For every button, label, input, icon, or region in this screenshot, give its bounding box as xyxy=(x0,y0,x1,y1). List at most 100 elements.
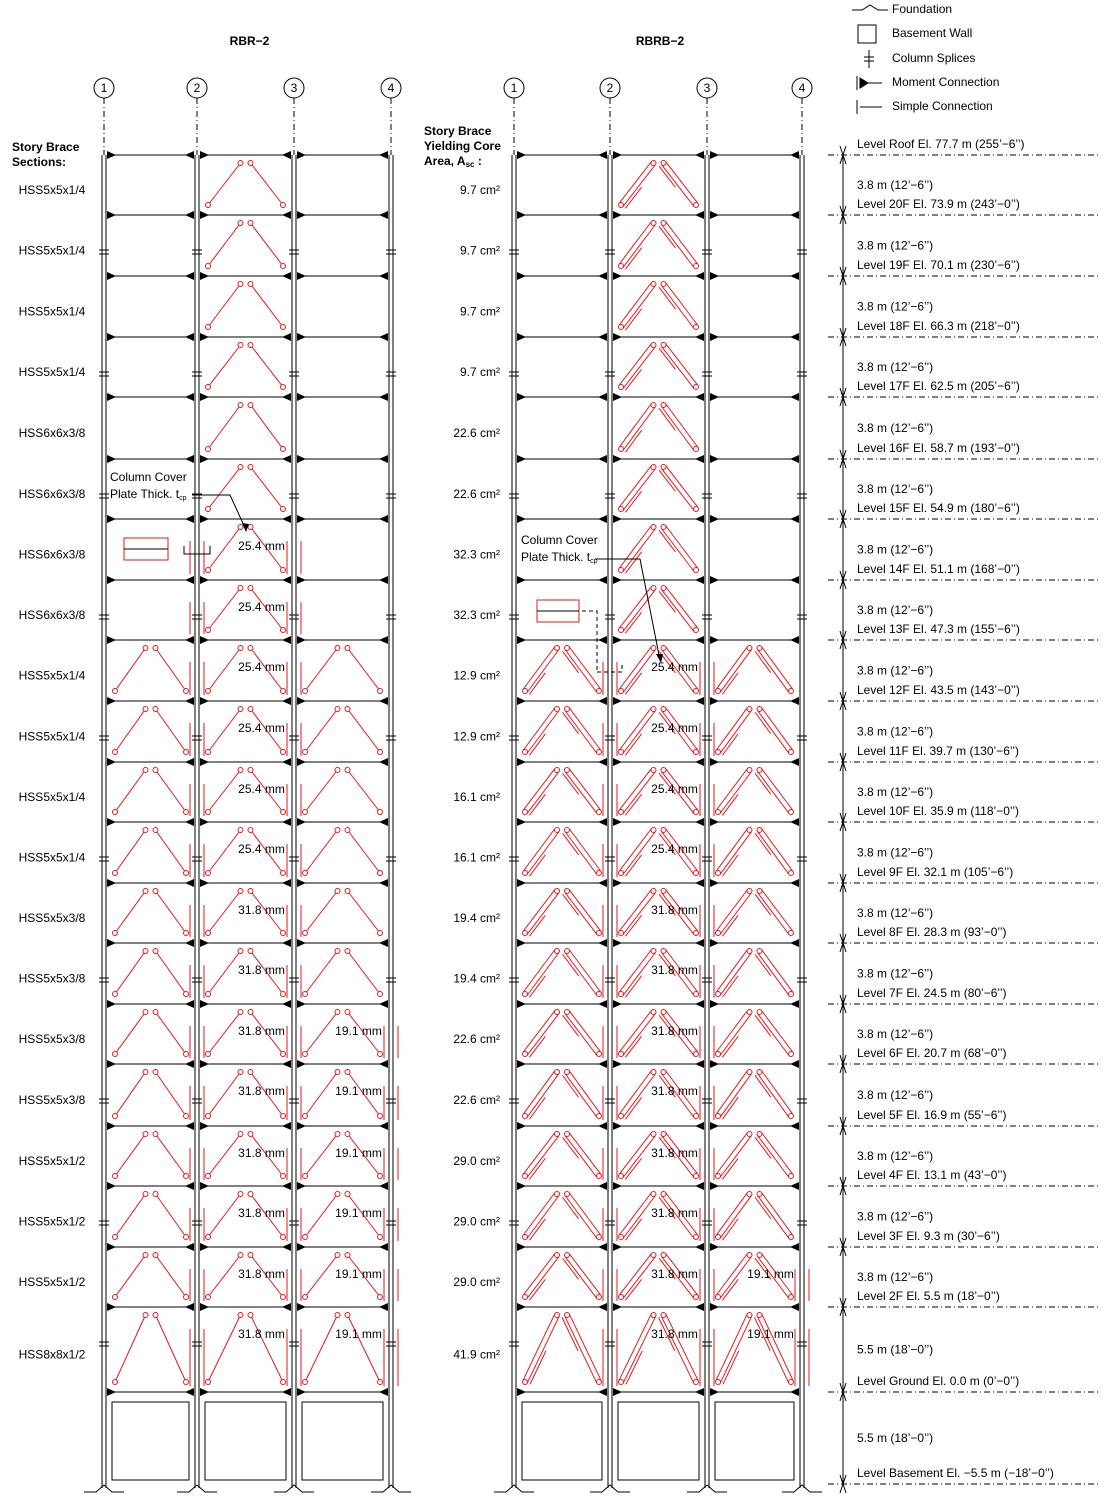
line xyxy=(659,470,675,491)
brace-pin xyxy=(206,264,211,269)
brace-pin xyxy=(661,465,666,470)
line xyxy=(527,1257,559,1299)
brace-pin xyxy=(206,1235,211,1240)
plate-label: 19.1 mm xyxy=(747,1327,794,1341)
line xyxy=(156,770,187,812)
brace-pin xyxy=(694,931,699,936)
brace-pin xyxy=(335,1132,340,1137)
level-label: Level 16F El. 58.7 m (193’−0’’) xyxy=(857,441,1020,455)
callout-text: Column Cover xyxy=(521,533,598,547)
line xyxy=(755,651,771,673)
level-label: Level 8F El. 28.3 m (93’−0’’) xyxy=(857,925,1007,939)
line xyxy=(565,772,597,814)
frame-title: RBR−2 xyxy=(230,34,270,48)
plate-label: 19.1 mm xyxy=(335,1327,382,1341)
story-label: HSS5x5x1/4 xyxy=(19,244,86,258)
brace-pin xyxy=(694,1380,699,1385)
line xyxy=(662,225,695,268)
brace-pin xyxy=(757,949,762,954)
line xyxy=(757,1073,789,1117)
line xyxy=(565,1136,597,1178)
brace-pin xyxy=(184,931,189,936)
header-text: Sections: xyxy=(12,155,66,169)
foundation xyxy=(177,1485,217,1492)
brace-pin xyxy=(789,750,794,755)
plate-label: 25.4 mm xyxy=(238,660,285,674)
brace-pin xyxy=(153,1010,158,1015)
brace-pin xyxy=(248,221,253,226)
brace-pin xyxy=(747,1253,752,1258)
brace-pin xyxy=(281,385,286,390)
brace-pin xyxy=(153,1192,158,1197)
line xyxy=(115,951,146,994)
line xyxy=(716,1011,748,1053)
brace-pin xyxy=(248,1070,253,1075)
brace-pin xyxy=(716,1052,721,1057)
line xyxy=(529,673,545,695)
line xyxy=(755,1137,771,1158)
brace-pin xyxy=(206,992,211,997)
line xyxy=(659,348,675,369)
line xyxy=(623,347,656,389)
level-label: Level 9F El. 32.1 m (105’−6’’) xyxy=(857,865,1013,879)
brace-pin xyxy=(757,1132,762,1137)
brace-pin xyxy=(789,992,794,997)
brace-pin xyxy=(661,586,666,591)
line xyxy=(755,1075,771,1097)
line xyxy=(762,890,794,932)
story-height: 3.8 m (12’−6’’) xyxy=(857,785,933,799)
plate-label: 25.4 mm xyxy=(238,539,285,553)
brace-pin xyxy=(694,507,699,512)
brace-pin xyxy=(597,1380,602,1385)
line xyxy=(762,1314,794,1381)
line xyxy=(716,1133,748,1175)
brace-pin xyxy=(248,161,253,166)
brace-pin xyxy=(694,871,699,876)
line xyxy=(565,1257,597,1299)
legend-label: Column Splices xyxy=(892,51,975,65)
level-label: Level 18F El. 66.3 m (218’−0’’) xyxy=(857,319,1020,333)
brace-pin xyxy=(153,768,158,773)
story-label: HSS6x6x3/8 xyxy=(19,548,86,562)
story-label: HSS5x5x3/8 xyxy=(19,1093,86,1107)
line xyxy=(305,770,338,812)
basement-wall xyxy=(618,1402,699,1480)
brace-pin xyxy=(619,750,624,755)
line xyxy=(625,915,641,936)
brace-pin xyxy=(597,810,602,815)
brace-pin xyxy=(153,707,158,712)
brace-pin xyxy=(619,1114,624,1119)
line xyxy=(348,830,381,873)
brace-pin xyxy=(789,1052,794,1057)
brace-pin xyxy=(661,1313,666,1318)
legend-label: Foundation xyxy=(892,2,952,16)
brace-pin xyxy=(281,992,286,997)
line xyxy=(757,952,789,995)
story-height: 3.8 m (12’−6’’) xyxy=(857,178,933,192)
brace-pin xyxy=(619,1174,624,1179)
line xyxy=(662,347,695,389)
brace-pin xyxy=(113,1174,118,1179)
story-label: HSS5x5x1/4 xyxy=(19,851,86,865)
line xyxy=(527,831,559,874)
line xyxy=(757,710,789,753)
line xyxy=(115,770,146,812)
header-text: Area, Asc : xyxy=(424,154,482,169)
line xyxy=(565,831,597,874)
line xyxy=(625,248,641,270)
line xyxy=(348,951,381,994)
level-label: Level Basement El. −5.5 m (−18’−0’’) xyxy=(857,1466,1054,1480)
brace-pin xyxy=(248,465,253,470)
brace-pin xyxy=(523,1380,528,1385)
line xyxy=(762,1011,794,1053)
story-label: HSS5x5x1/4 xyxy=(19,305,86,319)
line xyxy=(619,221,652,264)
line xyxy=(527,1136,559,1178)
brace-pin xyxy=(789,689,794,694)
line xyxy=(659,287,675,309)
line xyxy=(529,1036,545,1057)
line xyxy=(662,529,695,572)
drawing: FoundationBasement WallColumn SplicesMom… xyxy=(0,0,1108,1496)
brace-pin xyxy=(248,949,253,954)
story-label: 9.7 cm² xyxy=(460,183,500,197)
